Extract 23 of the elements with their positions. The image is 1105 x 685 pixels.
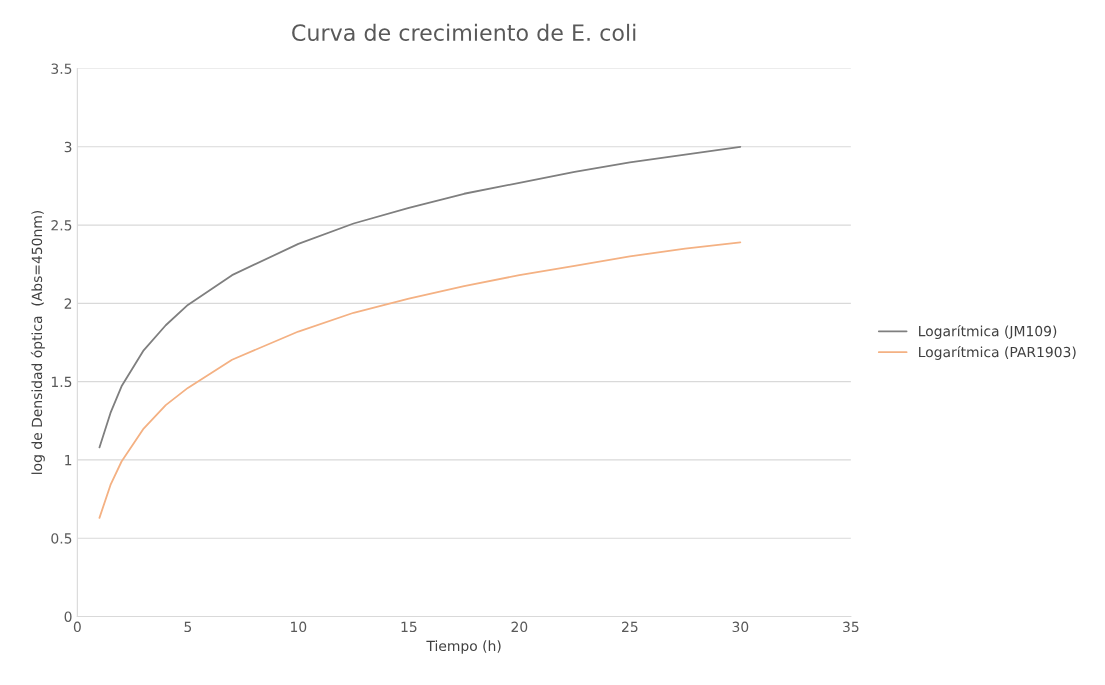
x-tick-label: 25 [622,621,638,633]
y-tick-label: 3 [64,141,72,153]
y-tick-label: 3.5 [51,63,72,74]
y-tick-label: 1.5 [51,376,72,388]
chart-title: Curva de crecimiento de E. coli [292,23,636,42]
y-tick-label: 0 [64,611,72,622]
x-tick-label: 35 [843,621,859,633]
x-tick-label: 15 [401,621,417,633]
y-tick-label: 1 [65,455,72,466]
x-tick-label: 0 [73,621,81,633]
y-tick-label: 0.5 [51,533,72,544]
line-series [98,241,742,519]
x-tick-label: 5 [184,621,192,633]
y-tick-label: 2 [64,298,72,309]
legend-label: Logarítmica (JM109) [919,325,1057,340]
x-tick-label: 20 [511,621,528,633]
x-axis-title: Tiempo (h) [426,640,501,654]
y-axis-title: log de Densidad óptica (Abs=450nm) [30,210,45,474]
x-tick-label: 30 [732,621,749,633]
x-tick-label: 10 [291,621,307,633]
legend-label: Logarítmica (PAR1903) [919,345,1076,360]
y-tick-label: 2.5 [51,220,72,231]
line-series [98,145,742,449]
